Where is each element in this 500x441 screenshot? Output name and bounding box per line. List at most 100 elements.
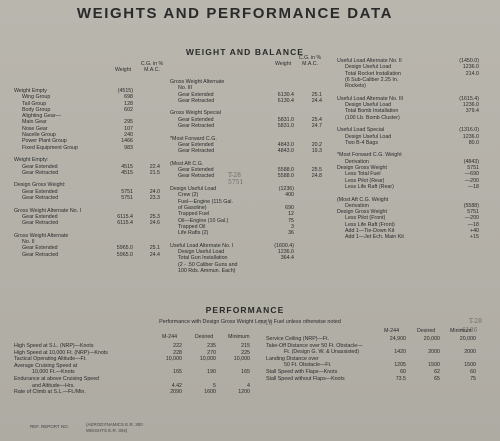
row-label: Trapped Oil [178, 223, 206, 230]
row-label: Design Useful Load [345, 102, 392, 109]
row-cg: 24.4 [311, 97, 322, 104]
performance-value: 222 [173, 343, 182, 349]
row-label: Useful Load Alternate No. I [170, 242, 234, 249]
row-label: (Most Aft C.G. [170, 160, 204, 167]
row-label: Alighting Gear— [22, 113, 61, 120]
performance-row: Landing Distance over [266, 356, 488, 363]
row-weight: 12 [288, 211, 294, 218]
performance-label: Average Cruising Speed at [14, 362, 78, 369]
row-weight: 240 [124, 132, 133, 139]
performance-value: 10,000 [233, 356, 250, 363]
ref-report-label: REF. REPORT NO. [30, 424, 69, 429]
row-weight: (1236) [278, 186, 294, 193]
table-row: Design Useful Load 1236.0 [337, 134, 485, 140]
table-row: Design Useful Load 1236.0 [337, 102, 485, 108]
row-label: Nose Gear [22, 125, 48, 132]
row-cg: 24.7 [311, 123, 322, 130]
row-label: Fixed Equipment Group [22, 144, 78, 151]
performance-value: 10,000 [199, 356, 216, 363]
table-row: Design Useful Load (1236) [170, 186, 325, 192]
row-cg: 25.3 [149, 213, 160, 220]
row-weight: 1236.0 [462, 133, 479, 140]
table-row: Less Pilot (Rear) —200 [337, 178, 485, 184]
performance-value: 1600 [204, 389, 216, 396]
row-label: Design Gross Weight [337, 165, 387, 172]
row-weight: 983 [124, 144, 133, 151]
performance-value: 20,000 [423, 336, 440, 342]
row-weight: 5965.0 [116, 251, 133, 258]
row-weight: 4843.0 [277, 148, 294, 155]
pencil-note: 6186 [462, 327, 478, 334]
table-row: No. III [170, 85, 325, 91]
row-label: Gear Retracted [22, 251, 59, 258]
performance-row: High Speed at S.L. (NRP)—Knots 222 235 215 [14, 343, 264, 350]
table-row: Life Rafts (2) 36 [170, 230, 325, 236]
row-label: Wing Group [22, 94, 51, 101]
table-row: Alighting Gear— [14, 113, 169, 119]
row-label: Trapped Fuel [178, 211, 210, 218]
row-label: Tail Group [22, 100, 47, 107]
table-row: No. II [14, 239, 169, 245]
performance-value: 4 [247, 382, 250, 389]
table-row: Total Rocket Installation 214.0 [337, 71, 485, 77]
table-row: (6 Sub-Caliber 2.25 In. [337, 77, 485, 83]
table-row: Derivation (5588) [337, 203, 485, 209]
table-row: Design Useful Load 1236.0 [337, 64, 485, 70]
row-label: Useful Load Special [337, 127, 385, 134]
row-weight: 107 [124, 125, 133, 132]
row-label: No. III [178, 85, 193, 92]
table-row: (100 Lb. Bomb Cluster) [337, 115, 485, 121]
row-weight: 5751 [467, 165, 479, 172]
row-label: Gear Extended [22, 213, 58, 220]
row-weight: (1600.4) [274, 242, 294, 249]
table-row: Trapped Oil 3 [170, 224, 325, 230]
performance-section-title: PERFORMANCE [205, 305, 285, 315]
table-row: Derivation (4843) [337, 159, 485, 165]
performance-label: 10,000 Ft.—Knots [32, 369, 75, 376]
table-row: Gear Retracted 4515 21.5 [14, 170, 169, 176]
col2-cg-header: C.G. in % M.A.C. [298, 55, 322, 67]
performance-value: 24,900 [389, 336, 406, 342]
table-row: Gear Extended 6130.4 25.1 [170, 92, 325, 98]
row-label: Less Life Raft (Rear) [345, 183, 394, 190]
table-row: Useful Load Alternate No. II (1450.0) [337, 58, 485, 64]
performance-value: 10,000 [165, 356, 182, 363]
performance-value: 60 [400, 368, 406, 375]
row-weight: 6115.4 [117, 213, 133, 220]
row-weight: (4843) [463, 158, 479, 165]
row-label: Main Gear [22, 119, 47, 126]
table-row: Add 1—Tie-Down Kit +40 [337, 228, 485, 234]
row-cg: 24.6 [149, 220, 160, 227]
performance-header: Minimum [450, 328, 472, 334]
row-weight: (4515) [117, 88, 133, 94]
performance-value: 165 [241, 369, 250, 376]
row-label: Design Gross Weight: [14, 182, 66, 189]
row-cg: 24.0 [149, 188, 160, 195]
row-cg: 23.3 [149, 195, 160, 202]
table-row: Add 1—Jet Ech. Main Kit +15 [337, 234, 485, 240]
table-row: Fuel—Engine (115 Gal. [170, 199, 325, 205]
performance-value: 2000 [428, 349, 440, 356]
row-label: No. II [22, 239, 35, 246]
row-label: Design Useful Load [345, 133, 392, 140]
table-row: Design Gross Weight: [14, 182, 169, 188]
row-label: (2 - .50 Caliber Guns and [178, 261, 238, 268]
table-row: Useful Load Alternate No. III (1615.4) [337, 96, 485, 102]
performance-value: 190 [207, 369, 216, 376]
row-label: Weight Empty: [14, 157, 49, 164]
table-row: Design Gross Weight 5751 [337, 209, 485, 215]
row-cg: 22.4 [149, 163, 160, 170]
performance-value: 2000 [464, 349, 476, 356]
row-cg: 25.1 [311, 91, 322, 98]
weights-column-3: Useful Load Alternate No. II (1450.0) Desi… [337, 58, 485, 241]
table-row: Less Pilot (Front) —200 [337, 215, 485, 221]
row-cg: 25.4 [311, 116, 322, 123]
table-row: Nose Gear 107 [14, 126, 169, 132]
row-weight: 5831.0 [277, 116, 294, 123]
row-label: Gear Extended [178, 167, 214, 174]
row-weight: —18 [467, 221, 479, 228]
table-row: Gear Retracted 4843.0 19.3 [170, 148, 325, 154]
performance-label: High Speed at 10,000 Ft. (NRP)—Knots [14, 349, 108, 356]
table-row: Fixed Equipment Group 983 [14, 145, 169, 151]
table-row: (2 - .50 Caliber Guns and [170, 262, 325, 268]
